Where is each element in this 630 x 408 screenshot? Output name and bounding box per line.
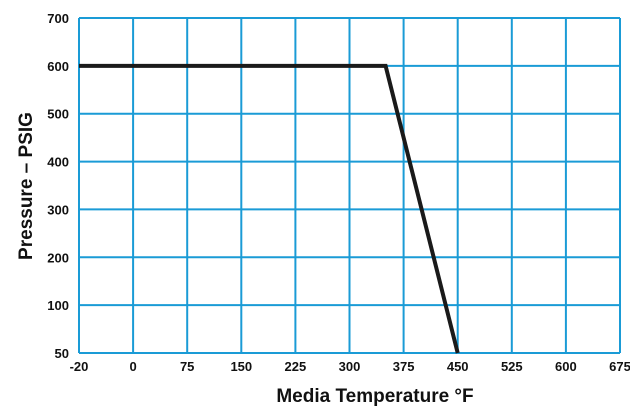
y-tick-label: 600 (47, 59, 69, 74)
series-layer (79, 63, 460, 354)
y-tick-label: 400 (47, 155, 69, 170)
x-tick-label: 0 (129, 359, 136, 374)
x-tick-label: 300 (339, 359, 361, 374)
x-tick-label: 75 (180, 359, 194, 374)
grid-lines (78, 17, 621, 354)
x-tick-label: 375 (393, 359, 415, 374)
x-tick-label: 675 (609, 359, 630, 374)
y-axis-title: Pressure – PSIG (16, 112, 37, 260)
y-tick-label: 700 (47, 11, 69, 26)
x-tick-label: 600 (555, 359, 577, 374)
x-tick-label: -20 (70, 359, 89, 374)
x-axis-tick-labels: -20 0 75 150 225 300 375 450 525 600 675 (70, 359, 630, 374)
x-tick-label: 450 (447, 359, 469, 374)
y-tick-label: 300 (47, 202, 69, 217)
x-axis-title: Media Temperature °F (276, 386, 473, 407)
y-tick-label: 500 (47, 107, 69, 122)
x-tick-label: 525 (501, 359, 523, 374)
y-tick-label: 50 (55, 346, 69, 361)
y-tick-label: 100 (47, 298, 69, 313)
y-tick-label: 200 (47, 250, 69, 265)
x-tick-label: 225 (285, 359, 307, 374)
x-tick-label: 150 (230, 359, 252, 374)
pressure-rating-line (79, 63, 460, 354)
y-axis-tick-labels: 50 100 200 300 400 500 600 700 (47, 11, 69, 361)
